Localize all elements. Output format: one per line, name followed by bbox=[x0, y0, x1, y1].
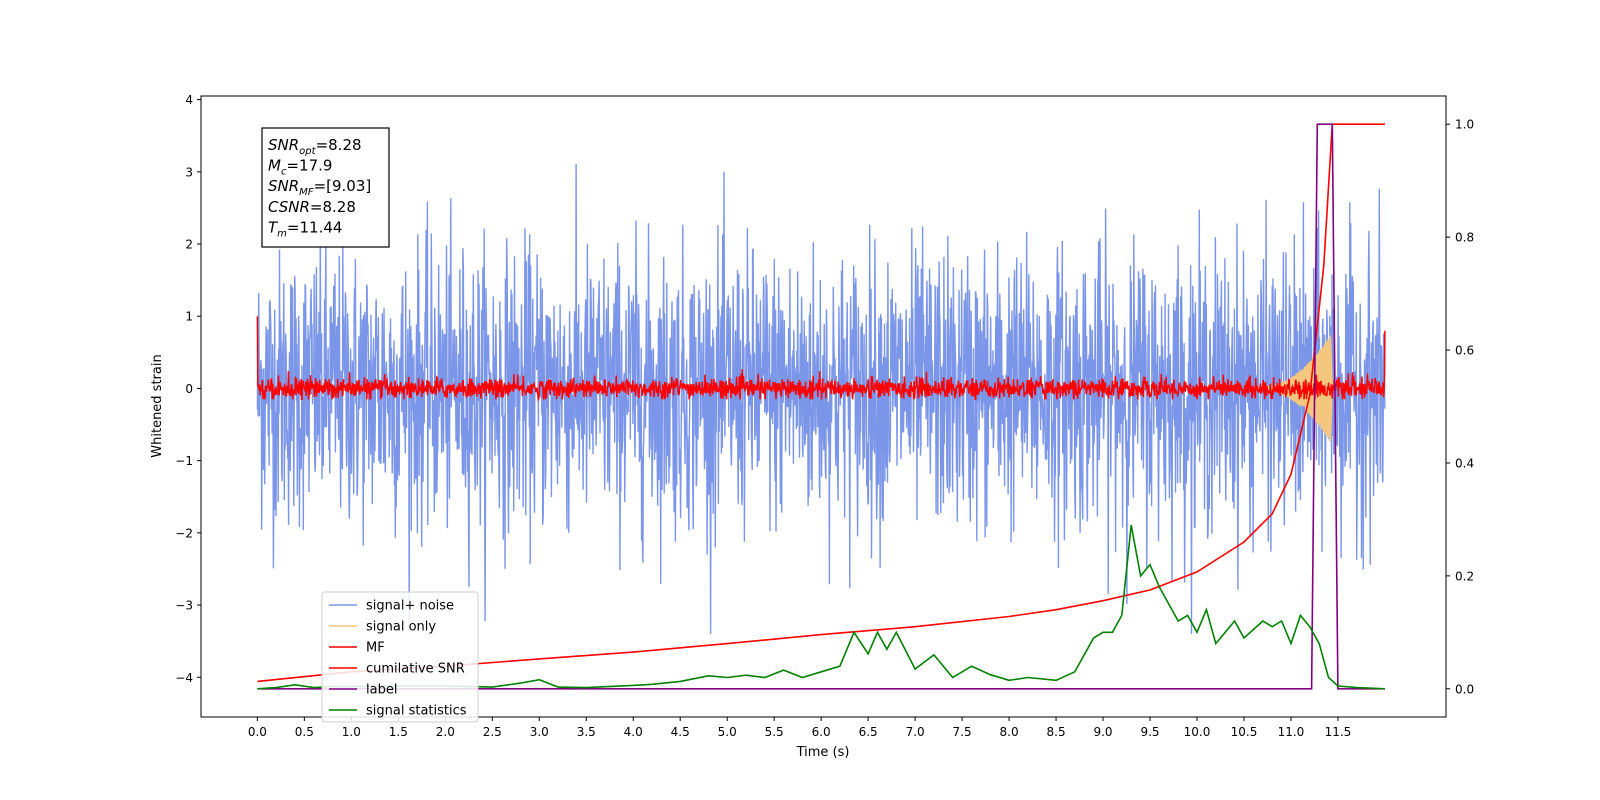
legend-item-label: signal only bbox=[366, 620, 436, 635]
y-right-tick-label: 0.4 bbox=[1455, 456, 1474, 470]
y-axis-right: 0.0 0.2 0.4 0.6 0.8 1.0 bbox=[1446, 118, 1474, 696]
x-axis: 0.0 0.5 1.0 1.5 2.0 2.5 3.0 3.5 4.0 4.5 5.0 5.5 6.0 6… bbox=[248, 717, 1351, 739]
x-tick-label: 7.5 bbox=[953, 725, 972, 739]
legend-item-label: signal statistics bbox=[366, 704, 467, 719]
y-left-tick-label: 1 bbox=[185, 310, 193, 324]
x-tick-label: 1.0 bbox=[342, 725, 361, 739]
x-tick-label: 3.0 bbox=[530, 725, 549, 739]
x-tick-label: 2.5 bbox=[483, 725, 502, 739]
legend-item-label: cumilative SNR bbox=[366, 662, 465, 677]
mf-series bbox=[256, 316, 1386, 402]
cumulative-snr-series bbox=[257, 123, 1385, 683]
annotation-line: Tm=11.44 bbox=[268, 218, 342, 239]
annotation-line: SNRMF=[9.03] bbox=[268, 177, 371, 198]
x-tick-label: 2.0 bbox=[436, 725, 455, 739]
legend: signal+ noise signal only MF cumilative SNR… bbox=[321, 591, 479, 723]
legend-item-label: MF bbox=[366, 641, 385, 656]
legend-frame bbox=[321, 591, 479, 723]
annotation-line: Mc=17.9 bbox=[268, 157, 332, 178]
y-left-tick-label: 2 bbox=[185, 238, 193, 252]
x-tick-label: 7.0 bbox=[906, 725, 925, 739]
y-left-tick-label: −4 bbox=[175, 671, 193, 685]
y-right-tick-label: 0.8 bbox=[1455, 231, 1474, 245]
y-axis-label: Whitened strain bbox=[150, 354, 165, 457]
x-tick-label: 9.0 bbox=[1093, 725, 1112, 739]
y-left-tick-label: −2 bbox=[175, 526, 193, 540]
legend-item-label: label bbox=[366, 683, 397, 698]
x-tick-label: 6.5 bbox=[859, 725, 878, 739]
x-tick-label: 5.5 bbox=[765, 725, 784, 739]
annotation-frame bbox=[261, 127, 390, 248]
signal-statistics-line bbox=[257, 524, 1385, 690]
label-series bbox=[257, 123, 1385, 690]
y-left-tick-label: 3 bbox=[185, 165, 193, 179]
x-tick-label: 11.5 bbox=[1325, 725, 1352, 739]
x-tick-label: 4.5 bbox=[671, 725, 690, 739]
x-tick-label: 5.0 bbox=[718, 725, 737, 739]
legend-item-label: signal+ noise bbox=[366, 599, 454, 614]
annotation-line: CSNR=8.28 bbox=[268, 198, 356, 216]
cumulative-snr-line bbox=[257, 123, 1385, 683]
label-line bbox=[257, 123, 1385, 690]
x-tick-label: 8.0 bbox=[1000, 725, 1019, 739]
x-tick-label: 8.5 bbox=[1047, 725, 1066, 739]
x-tick-label: 1.5 bbox=[389, 725, 408, 739]
plot-area bbox=[256, 123, 1386, 690]
y-right-tick-label: 0.6 bbox=[1455, 344, 1474, 358]
y-left-tick-label: 0 bbox=[185, 382, 193, 396]
x-tick-label: 10.5 bbox=[1231, 725, 1258, 739]
x-axis-label: Time (s) bbox=[796, 745, 850, 760]
x-tick-label: 4.0 bbox=[624, 725, 643, 739]
x-tick-label: 10.0 bbox=[1184, 725, 1211, 739]
x-tick-label: 3.5 bbox=[577, 725, 596, 739]
x-tick-label: 11.0 bbox=[1278, 725, 1305, 739]
signal-statistics-series bbox=[257, 524, 1385, 690]
y-right-tick-label: 0.0 bbox=[1455, 682, 1474, 696]
y-left-tick-label: −1 bbox=[175, 454, 193, 468]
x-tick-label: 0.5 bbox=[295, 725, 314, 739]
plot-frame bbox=[200, 95, 1447, 718]
y-right-tick-label: 1.0 bbox=[1455, 118, 1474, 132]
y-axis-left: −4 −3 −2 −1 0 1 2 3 4 bbox=[175, 93, 201, 685]
y-left-tick-label: −3 bbox=[175, 599, 193, 613]
annotation-line: SNRopt=8.28 bbox=[268, 136, 362, 157]
y-right-tick-label: 0.2 bbox=[1455, 569, 1474, 583]
x-tick-label: 9.5 bbox=[1140, 725, 1159, 739]
y-left-tick-label: 4 bbox=[185, 93, 193, 107]
x-tick-label: 6.0 bbox=[812, 725, 831, 739]
mf-line bbox=[256, 316, 1386, 402]
x-tick-label: 0.0 bbox=[248, 725, 267, 739]
